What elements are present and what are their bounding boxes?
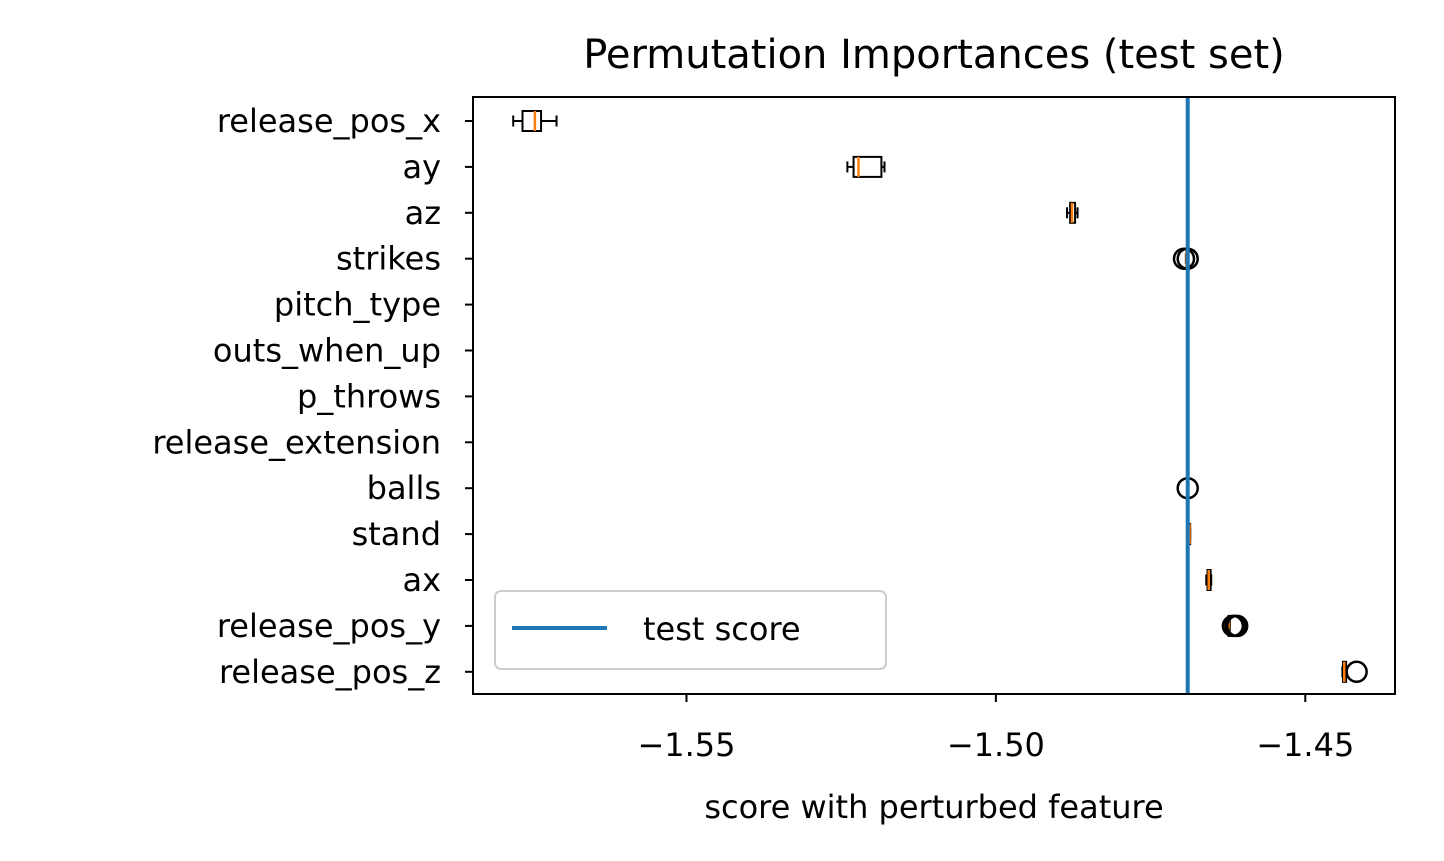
- y-axis: release_pos_xay az strikes pitch_type outs_w…: [152, 102, 473, 691]
- x-axis: −1.55 −1.50 −1.45: [637, 694, 1354, 764]
- y-tick-label: ay: [402, 148, 441, 186]
- chart-title: Permutation Importances (test set): [583, 32, 1285, 78]
- boxplot-ax: [1205, 569, 1213, 591]
- outlier-point: [1345, 660, 1368, 684]
- plot-frame: [472, 96, 1396, 695]
- boxplot-az: [1066, 201, 1079, 224]
- legend: test score: [494, 590, 887, 670]
- y-tick-label: release_extension: [152, 423, 441, 461]
- y-tick-label: az: [405, 194, 441, 232]
- y-tick-label: ax: [402, 561, 441, 599]
- legend-frame: [494, 590, 887, 670]
- box: [852, 155, 883, 178]
- y-tick-label: release_pos_z: [219, 653, 441, 691]
- x-tick-label: −1.45: [1256, 726, 1354, 764]
- y-tick-label: p_throws: [297, 377, 441, 415]
- y-tick-label: stand: [352, 515, 441, 553]
- x-tick-label: −1.55: [637, 726, 735, 764]
- box: [521, 110, 543, 132]
- y-tick-label: release_pos_y: [217, 607, 441, 645]
- x-tick-label: −1.50: [947, 726, 1045, 764]
- boxplot-release-pos-x: [512, 110, 558, 132]
- y-tick-label: strikes: [336, 240, 441, 278]
- boxplot-release-pos-z: [1341, 660, 1368, 684]
- y-tick-label: outs_when_up: [213, 332, 441, 370]
- y-tick-label: balls: [367, 469, 441, 507]
- plot-marks: [512, 97, 1368, 694]
- outlier-point: [1172, 247, 1196, 270]
- boxplot-ay: [846, 155, 886, 178]
- y-tick-label: pitch_type: [274, 286, 441, 324]
- y-tick-label: release_pos_x: [217, 102, 441, 140]
- outlier-point: [1225, 614, 1249, 638]
- x-axis-label: score with perturbed feature: [704, 788, 1163, 826]
- boxplot-release-pos-y: [1221, 614, 1249, 638]
- legend-label-test-score: test score: [643, 610, 801, 648]
